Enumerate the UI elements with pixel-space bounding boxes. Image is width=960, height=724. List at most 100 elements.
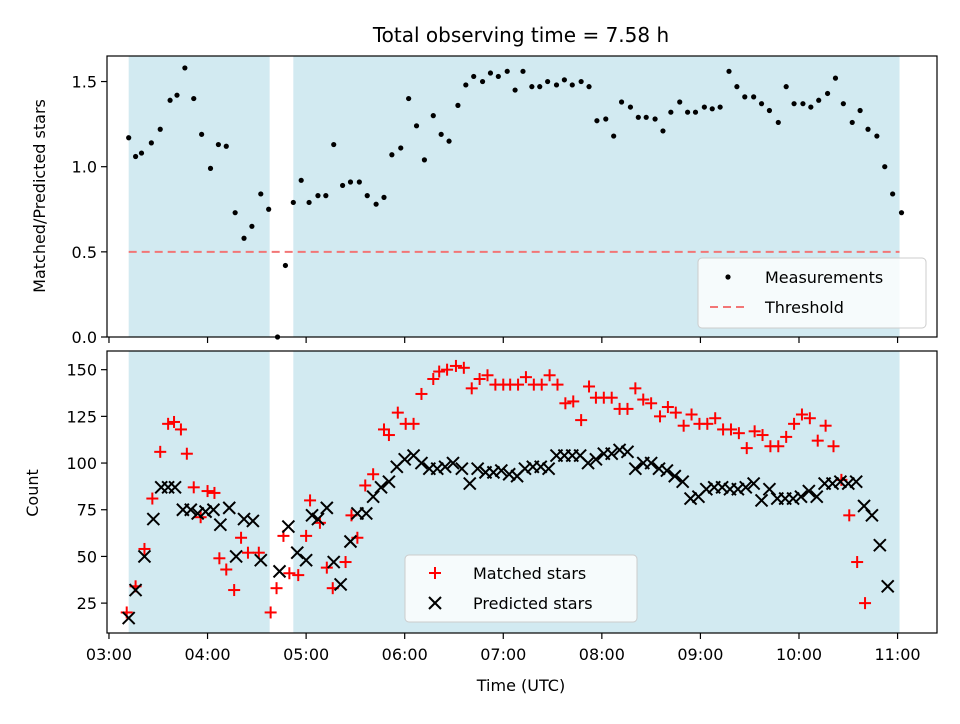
measurement-point bbox=[421, 157, 428, 163]
matched-star-point bbox=[724, 423, 737, 436]
legend-measurements-label: Measurements bbox=[765, 268, 883, 287]
matched-star-point bbox=[780, 430, 793, 443]
predicted-star-point bbox=[620, 445, 635, 459]
y-tick-label: 1.5 bbox=[72, 73, 97, 92]
measurement-point bbox=[138, 150, 145, 156]
x-tick-label: 04:00 bbox=[184, 645, 230, 664]
measurement-point bbox=[438, 131, 444, 137]
predicted-star-point bbox=[229, 549, 243, 564]
predicted-star-point bbox=[463, 476, 477, 491]
measurement-point bbox=[430, 113, 436, 119]
matched-star-point bbox=[213, 552, 226, 565]
predicted-star-point bbox=[731, 482, 745, 496]
matched-star-point bbox=[367, 468, 380, 481]
predicted-star-point bbox=[715, 480, 729, 495]
matched-star-point bbox=[220, 563, 233, 576]
y-tick-label: 100 bbox=[66, 454, 97, 473]
measurement-point bbox=[126, 135, 132, 141]
predicted-star-point bbox=[494, 463, 509, 478]
measurement-point bbox=[331, 141, 337, 148]
measurement-point bbox=[561, 77, 567, 83]
matched-star-point bbox=[669, 406, 682, 419]
matched-star-point bbox=[264, 606, 277, 619]
predicted-star-point bbox=[374, 480, 388, 495]
predicted-star-point bbox=[455, 461, 469, 476]
measurement-point bbox=[898, 210, 905, 216]
matched-star-point bbox=[201, 485, 214, 498]
x-tick-label: 08:00 bbox=[579, 645, 625, 664]
matched-star-point bbox=[313, 516, 326, 529]
predicted-star-point bbox=[206, 503, 221, 517]
measurement-point bbox=[627, 104, 634, 110]
predicted-star-point bbox=[382, 475, 396, 489]
measurement-point bbox=[249, 223, 255, 229]
top-legend-box bbox=[697, 257, 927, 329]
x-tick-label: 09:00 bbox=[677, 645, 723, 664]
predicted-star-point bbox=[305, 508, 319, 523]
bottom-legend-box bbox=[404, 554, 638, 623]
measurement-point bbox=[677, 99, 683, 105]
predicted-star-point bbox=[746, 476, 761, 491]
measurement-point bbox=[569, 82, 575, 88]
measurement-point bbox=[751, 94, 757, 100]
bottom-y-axis-label: Count bbox=[23, 469, 42, 517]
matched-star-point bbox=[637, 393, 650, 406]
measurement-point bbox=[758, 101, 765, 107]
measurement-point bbox=[717, 104, 723, 110]
measurement-point bbox=[339, 182, 346, 189]
matched-star-point bbox=[465, 382, 478, 395]
predicted-star-point bbox=[311, 512, 325, 526]
predicted-star-point bbox=[430, 461, 444, 476]
measurement-point bbox=[668, 109, 674, 115]
matched-star-point bbox=[709, 412, 722, 425]
x-tick-label: 05:00 bbox=[283, 645, 329, 664]
measurement-point bbox=[364, 193, 370, 199]
predicted-star-point bbox=[581, 456, 595, 470]
bottom-legend: Matched stars Predicted stars bbox=[404, 554, 638, 623]
measurement-point bbox=[635, 114, 641, 120]
predicted-star-point bbox=[254, 553, 268, 567]
matched-star-point bbox=[146, 492, 159, 505]
matched-star-point bbox=[304, 494, 317, 507]
matched-star-point bbox=[512, 378, 525, 391]
measurement-point bbox=[512, 87, 518, 93]
matched-star-point bbox=[629, 382, 642, 395]
predicted-star-point bbox=[841, 476, 855, 491]
bottom-y-ticks: 25 50 75 100 125 150 bbox=[66, 361, 107, 613]
matched-star-point bbox=[441, 363, 454, 376]
predicted-star-point bbox=[754, 493, 769, 508]
predicted-star-point bbox=[699, 482, 714, 496]
measurement-point bbox=[586, 84, 592, 90]
matched-star-point bbox=[154, 445, 167, 458]
predicted-star-point bbox=[644, 456, 658, 470]
top-y-axis-label: Matched/Predicted stars bbox=[30, 99, 49, 293]
measurement-point bbox=[258, 191, 264, 197]
predicted-star-point bbox=[213, 517, 228, 532]
measurement-point bbox=[471, 73, 477, 80]
predicted-star-point bbox=[414, 456, 429, 470]
matched-star-point bbox=[300, 529, 313, 542]
predicted-star-point bbox=[222, 501, 236, 515]
measurement-point bbox=[603, 116, 609, 122]
matched-star-point bbox=[645, 397, 658, 410]
predicted-star-point bbox=[739, 480, 753, 495]
measurement-point bbox=[611, 133, 617, 139]
matched-star-point bbox=[270, 582, 283, 595]
x-tick-label: 03:00 bbox=[86, 645, 132, 664]
measurement-point bbox=[726, 68, 732, 74]
matched-star-point bbox=[252, 546, 265, 559]
measurement-point bbox=[520, 68, 526, 74]
measurement-point bbox=[775, 119, 781, 126]
measurement-point bbox=[545, 78, 551, 85]
y-tick-label: 75 bbox=[77, 501, 97, 520]
measurement-point bbox=[495, 73, 501, 80]
matched-star-point bbox=[811, 434, 824, 447]
measurement-point bbox=[174, 92, 180, 98]
measurement-point bbox=[840, 101, 846, 107]
measurement-point bbox=[529, 84, 535, 90]
predicted-star-point bbox=[359, 506, 373, 521]
legend-matched-label: Matched stars bbox=[473, 564, 586, 583]
predicted-star-point bbox=[762, 482, 777, 496]
measurement-point bbox=[290, 199, 296, 206]
measurement-point bbox=[315, 193, 321, 199]
